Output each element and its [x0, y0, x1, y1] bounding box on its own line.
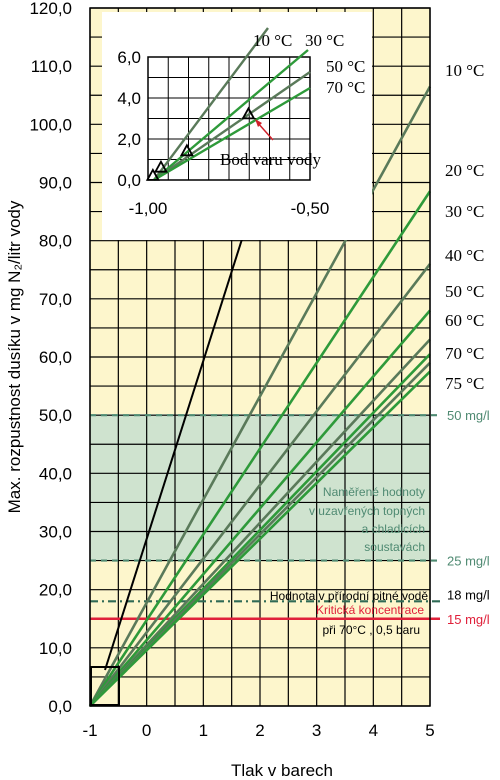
x-tick-label: 2: [255, 721, 264, 740]
x-axis: -1 0 1 2 3 4 5: [82, 721, 434, 740]
inset-grid: [147, 56, 311, 181]
y-tick-label: 30,0: [39, 523, 72, 542]
inset-series-line: [153, 86, 311, 182]
zoom-arrow: [104, 213, 251, 671]
inset-series-line: [153, 71, 311, 181]
series-label: 75 °C: [445, 374, 484, 393]
y-tick-label: 60,0: [39, 348, 72, 367]
critical-sub-label: při 70°C , 0,5 baru: [322, 623, 420, 637]
x-axis-label: Tlak v barech: [231, 761, 333, 780]
plot-frame: [89, 7, 431, 707]
y-tick-label: 100,0: [29, 115, 72, 134]
critical-label: Kritická koncentrace: [316, 603, 424, 617]
reference-label: 50 mg/l: [447, 408, 490, 423]
y-axis: 0,0 10,0 20,0 30,0 40,0 50,0 60,0 70,0 80,0 90,0 1…: [29, 0, 72, 716]
inset-series-labels: 10 °C 30 °C 50 °C 70 °C: [253, 31, 365, 97]
x-tick-label: 0: [142, 721, 151, 740]
series-line: [89, 309, 431, 707]
y-tick-label: 40,0: [39, 464, 72, 483]
inset-series-line: [153, 27, 269, 181]
y-tick-label: 20,0: [39, 581, 72, 600]
inset-frame: [147, 56, 311, 181]
inset-series-label: 50 °C: [326, 57, 365, 76]
inset-series-label: 30 °C: [305, 31, 344, 50]
boiling-point-pointer-head: [255, 119, 262, 127]
series-lines: [88, 85, 432, 707]
band-label-line-4: soustavách: [364, 540, 425, 554]
reference-label: 18 mg/l: [447, 587, 490, 602]
band-label-line-3: a chladicích: [362, 522, 425, 536]
series-line: [88, 263, 432, 707]
inset-series-line: [153, 49, 309, 181]
boiling-point-marker: [241, 106, 256, 120]
x-tick-label: -1: [82, 721, 97, 740]
y-tick-label: 50,0: [39, 406, 72, 425]
inset-series-label: 70 °C: [326, 78, 365, 97]
series-label: 30 °C: [445, 202, 484, 221]
series-label: 10 °C: [445, 61, 484, 80]
boiling-point-marker: [179, 143, 194, 157]
inset-boiling-points: [145, 106, 256, 181]
y-tick-label: 10,0: [39, 639, 72, 658]
boiling-point-marker: [153, 159, 168, 173]
x-tick-label: 1: [199, 721, 208, 740]
inset-y-tick-label: 4,0: [117, 89, 141, 108]
x-tick-label: 4: [369, 721, 378, 740]
series-line: [88, 85, 432, 707]
series-labels: 10 °C 20 °C 30 °C 40 °C 50 °C 60 °C 70 °C 75 °C: [445, 61, 484, 393]
y-tick-label: 110,0: [31, 57, 72, 76]
series-line: [89, 370, 431, 707]
y-tick-label: 70,0: [39, 290, 72, 309]
boiling-point-marker: [145, 168, 160, 181]
x-tick-label: 5: [425, 721, 434, 740]
inset-chart: 0,0 2,0 4,0 6,0 -1,00 -0,50 10 °C 30 °C 50 °C 70…: [102, 12, 372, 240]
inset-axes: 0,0 2,0 4,0 6,0 -1,00 -0,50: [117, 48, 329, 218]
series-label: 70 °C: [445, 344, 484, 363]
reference-label: 15 mg/l: [447, 612, 490, 627]
inset-x-tick-label: -0,50: [291, 199, 330, 218]
series-line: [89, 338, 431, 707]
inset-y-tick-label: 6,0: [117, 48, 141, 67]
series-label: 40 °C: [445, 246, 484, 265]
band-label-line-2: v uzavřených topných: [309, 504, 425, 518]
inset-x-tick-label: -1,00: [129, 199, 168, 218]
band-label: Naměřené hodnoty v uzavřených topných a …: [309, 485, 425, 554]
reference-label: 25 mg/l: [447, 554, 490, 569]
inset-background: [102, 12, 372, 240]
band-label-line-1: Naměřené hodnoty: [323, 485, 425, 499]
inset-series-label: 10 °C: [253, 31, 292, 50]
series-label: 20 °C: [445, 161, 484, 180]
series-label: 50 °C: [445, 282, 484, 301]
y-axis-label: Max. rozpustnost dusíku v mg N₂/litr vod…: [5, 200, 24, 513]
series-line: [88, 190, 432, 707]
y-tick-label: 0,0: [48, 697, 72, 716]
reference-labels: 50 mg/l 25 mg/l 18 mg/l 15 mg/l: [447, 408, 490, 627]
inset-series-lines: [153, 27, 311, 182]
y-tick-label: 80,0: [39, 232, 72, 251]
series-label: 60 °C: [445, 311, 484, 330]
y-tick-label: 90,0: [39, 174, 72, 193]
y-tick-label: 120,0: [29, 0, 72, 18]
inset-y-tick-label: 2,0: [117, 130, 141, 149]
natural-water-label: Hodnota v přírodní pitné vodě: [270, 589, 428, 603]
x-tick-label: 3: [312, 721, 321, 740]
inset-y-tick-label: 0,0: [117, 171, 141, 190]
boiling-point-label: Bod varu vody: [220, 150, 322, 169]
